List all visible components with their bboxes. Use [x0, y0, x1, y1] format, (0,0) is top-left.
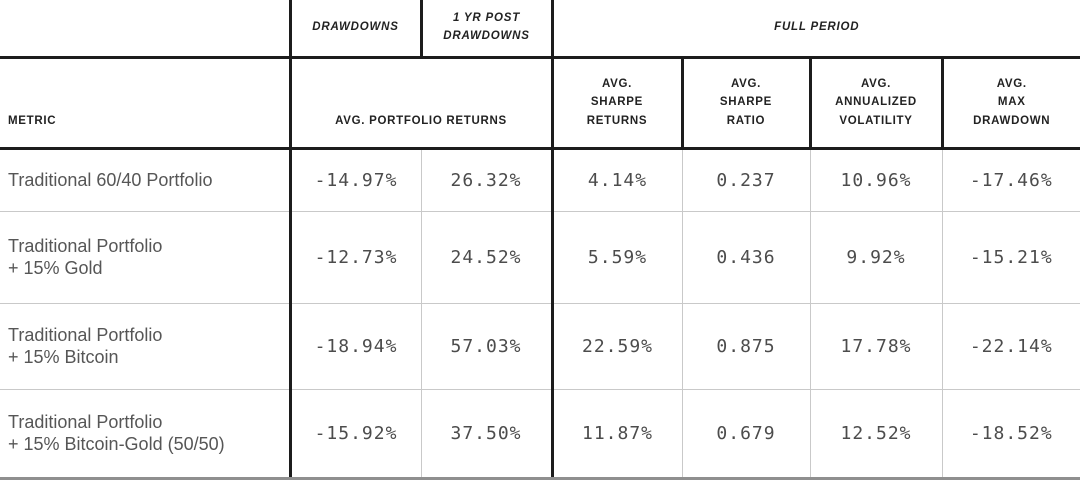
value-drawdown-returns: -15.92% — [288, 388, 421, 480]
column-header-avg-annualized-volatility: AVG. ANNUALIZED VOLATILITY — [808, 55, 942, 148]
value-avg-max-drawdown: -17.46% — [941, 146, 1080, 211]
column-header-row: METRIC AVG. PORTFOLIO RETURNS AVG. SHARP… — [0, 55, 1080, 148]
value-avg-annualized-volatility: 9.92% — [809, 210, 942, 303]
value-avg-sharpe-returns: 22.59% — [550, 302, 682, 389]
value-avg-max-drawdown: -15.21% — [941, 210, 1080, 303]
table-row-plus-gold: Traditional Portfolio + 15% Gold -12.73%… — [0, 210, 1080, 303]
column-header-avg-portfolio-returns: AVG. PORTFOLIO RETURNS — [288, 55, 552, 148]
value-post-drawdown-returns: 57.03% — [420, 302, 552, 389]
table-row-plus-bitcoin: Traditional Portfolio + 15% Bitcoin -18.… — [0, 302, 1080, 389]
row-label: Traditional Portfolio + 15% Bitcoin-Gold… — [0, 388, 290, 480]
value-avg-annualized-volatility: 10.96% — [809, 146, 942, 211]
value-avg-max-drawdown: -18.52% — [941, 388, 1080, 480]
value-post-drawdown-returns: 26.32% — [420, 146, 552, 211]
column-header-avg-max-drawdown: AVG. MAX DRAWDOWN — [940, 55, 1080, 148]
table-row-plus-bitcoin-gold: Traditional Portfolio + 15% Bitcoin-Gold… — [0, 388, 1080, 480]
table-row-traditional-60-40: Traditional 60/40 Portfolio -14.97% 26.3… — [0, 146, 1080, 211]
row-label: Traditional 60/40 Portfolio — [0, 146, 290, 211]
value-avg-annualized-volatility: 17.78% — [809, 302, 942, 389]
value-avg-annualized-volatility: 12.52% — [809, 388, 942, 480]
value-avg-sharpe-ratio: 0.679 — [681, 388, 810, 480]
value-avg-sharpe-returns: 5.59% — [550, 210, 682, 303]
value-avg-max-drawdown: -22.14% — [941, 302, 1080, 389]
value-avg-sharpe-ratio: 0.237 — [681, 146, 810, 211]
band-header-1yr-post-drawdowns: 1 YR POST DRAWDOWNS — [419, 0, 552, 57]
value-avg-sharpe-returns: 11.87% — [550, 388, 682, 480]
row-label: Traditional Portfolio + 15% Bitcoin — [0, 302, 290, 389]
column-header-avg-sharpe-ratio: AVG. SHARPE RATIO — [680, 55, 810, 148]
value-drawdown-returns: -12.73% — [288, 210, 421, 303]
value-avg-sharpe-ratio: 0.875 — [681, 302, 810, 389]
value-avg-sharpe-returns: 4.14% — [550, 146, 682, 211]
band-header-full-period: FULL PERIOD — [550, 0, 1080, 57]
value-post-drawdown-returns: 37.50% — [420, 388, 552, 480]
column-header-avg-sharpe-returns: AVG. SHARPE RETURNS — [550, 55, 682, 148]
value-avg-sharpe-ratio: 0.436 — [681, 210, 810, 303]
period-band-row: DRAWDOWNS 1 YR POST DRAWDOWNS FULL PERIO… — [0, 0, 1080, 57]
band-spacer-cell — [0, 0, 290, 57]
column-header-metric: METRIC — [0, 55, 290, 148]
band-header-drawdowns: DRAWDOWNS — [288, 0, 421, 57]
value-post-drawdown-returns: 24.52% — [420, 210, 552, 303]
row-label: Traditional Portfolio + 15% Gold — [0, 210, 290, 303]
value-drawdown-returns: -18.94% — [288, 302, 421, 389]
value-drawdown-returns: -14.97% — [288, 146, 421, 211]
